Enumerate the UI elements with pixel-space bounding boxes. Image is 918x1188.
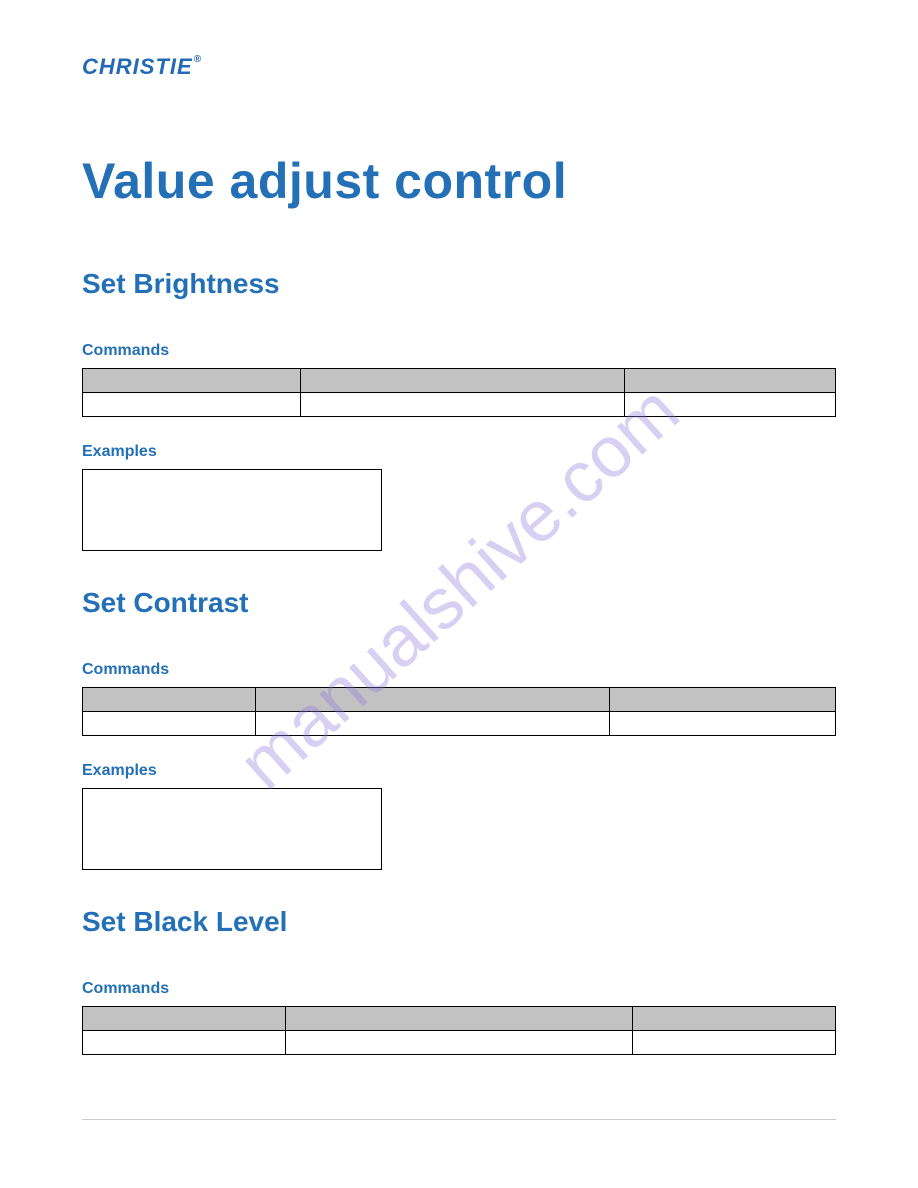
table-row — [83, 1031, 836, 1055]
table-row — [83, 712, 836, 736]
page-title: Value adjust control — [82, 152, 836, 210]
table-cell — [256, 688, 610, 712]
footer-divider — [82, 1119, 836, 1120]
examples-label: Examples — [82, 762, 836, 780]
examples-box — [82, 469, 382, 551]
table-cell — [83, 1031, 286, 1055]
table-cell — [286, 1007, 632, 1031]
commands-label: Commands — [82, 980, 836, 998]
section-contrast: Set Contrast Commands Examples — [82, 587, 836, 870]
examples-label: Examples — [82, 443, 836, 461]
table-cell — [256, 712, 610, 736]
brand-logo: CHRISTIE® — [82, 54, 836, 80]
table-cell — [83, 1007, 286, 1031]
section-title: Set Contrast — [82, 587, 836, 619]
table-cell — [632, 1031, 835, 1055]
table-cell — [83, 712, 256, 736]
table-cell — [610, 688, 836, 712]
table-cell — [610, 712, 836, 736]
commands-label: Commands — [82, 342, 836, 360]
commands-label: Commands — [82, 661, 836, 679]
brand-name: CHRISTIE — [82, 54, 193, 79]
section-title: Set Black Level — [82, 906, 836, 938]
table-cell — [625, 393, 836, 417]
commands-table — [82, 368, 836, 417]
table-cell — [83, 369, 301, 393]
examples-box — [82, 788, 382, 870]
section-black-level: Set Black Level Commands — [82, 906, 836, 1055]
registered-mark: ® — [194, 54, 202, 65]
table-cell — [83, 393, 301, 417]
commands-table — [82, 1006, 836, 1055]
table-cell — [301, 369, 625, 393]
table-cell — [301, 393, 625, 417]
section-title: Set Brightness — [82, 268, 836, 300]
table-cell — [632, 1007, 835, 1031]
table-cell — [83, 688, 256, 712]
table-row — [83, 393, 836, 417]
commands-table — [82, 687, 836, 736]
section-brightness: Set Brightness Commands Examples — [82, 268, 836, 551]
table-header-row — [83, 369, 836, 393]
table-header-row — [83, 1007, 836, 1031]
table-cell — [286, 1031, 632, 1055]
table-header-row — [83, 688, 836, 712]
table-cell — [625, 369, 836, 393]
